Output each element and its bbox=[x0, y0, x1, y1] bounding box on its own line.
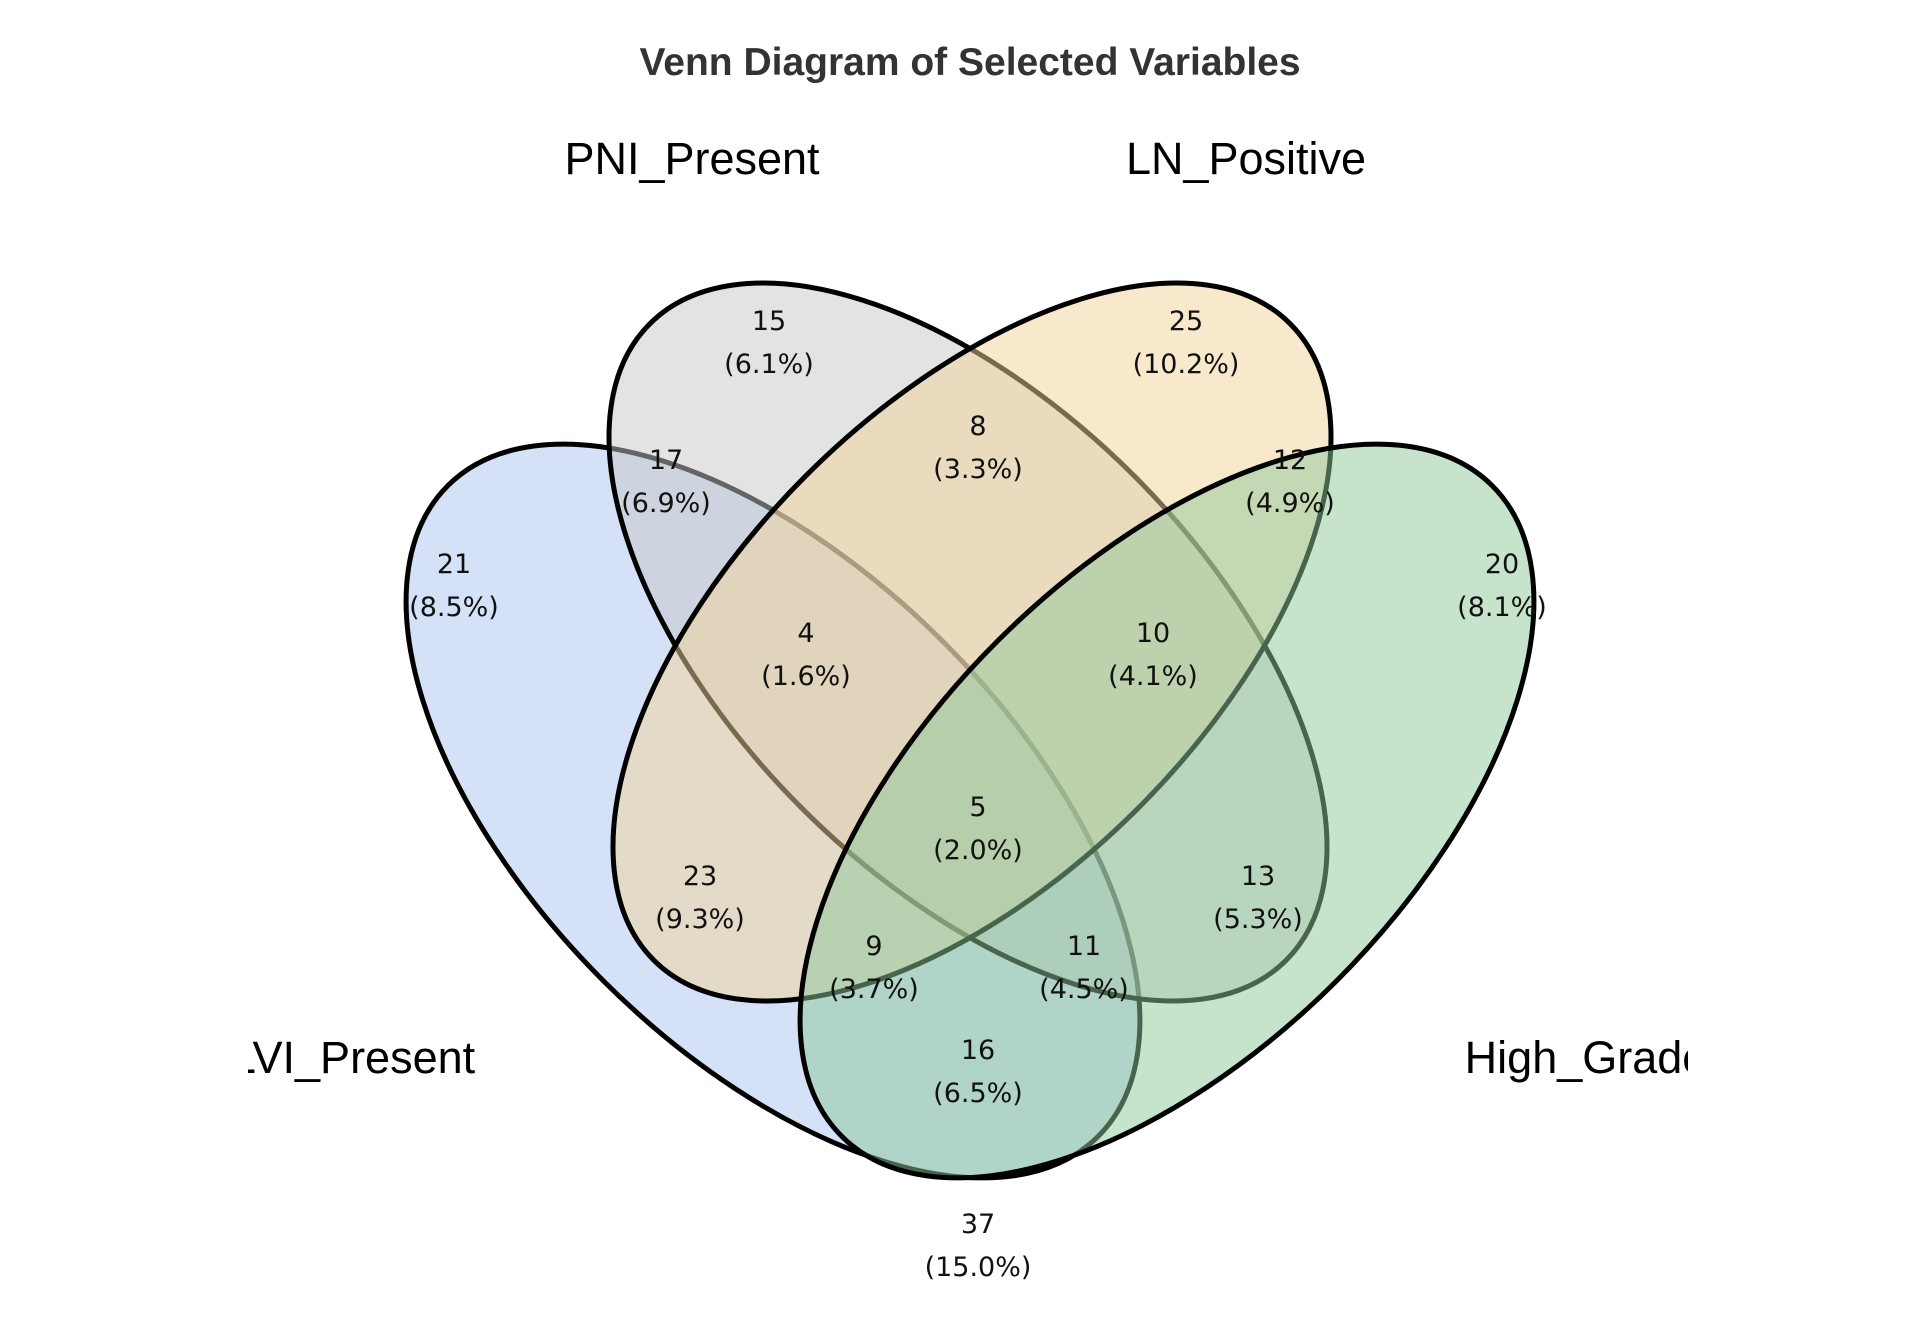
set-ellipses bbox=[403, 280, 1537, 1181]
region-percent-none: (15.0%) bbox=[925, 1252, 1032, 1283]
region-percent-abd: (4.5%) bbox=[1039, 974, 1129, 1005]
region-percent-c: (10.2%) bbox=[1133, 349, 1240, 380]
set-label-pni-present: PNI_Present bbox=[564, 133, 820, 184]
region-percent-cd: (4.9%) bbox=[1245, 488, 1335, 519]
region-count-acd: 9 bbox=[865, 931, 882, 962]
set-label-high-grade: High_Grade bbox=[1465, 1032, 1708, 1083]
region-count-a: 21 bbox=[437, 549, 471, 580]
diagram-title: Venn Diagram of Selected Variables bbox=[639, 41, 1300, 84]
region-count-ad: 16 bbox=[961, 1035, 995, 1066]
region-count-abcd: 5 bbox=[969, 792, 986, 823]
region-count-abc: 4 bbox=[797, 618, 814, 649]
region-percent-a: (8.5%) bbox=[409, 592, 499, 623]
set-label-lvi-present: LVI_Present bbox=[231, 1032, 476, 1083]
region-count-bd: 13 bbox=[1241, 861, 1275, 892]
region-percent-bd: (5.3%) bbox=[1213, 904, 1303, 935]
region-percent-abc: (1.6%) bbox=[761, 661, 851, 692]
region-percent-d: (8.1%) bbox=[1457, 592, 1547, 623]
region-percent-abcd: (2.0%) bbox=[933, 835, 1023, 866]
region-count-cd: 12 bbox=[1273, 445, 1307, 476]
region-percent-acd: (3.7%) bbox=[829, 974, 919, 1005]
region-percent-bc: (3.3%) bbox=[933, 454, 1023, 485]
set-label-ln-positive: LN_Positive bbox=[1126, 133, 1366, 184]
set-ellipse-high-grade bbox=[797, 441, 1537, 1181]
region-count-bc: 8 bbox=[969, 411, 986, 442]
region-count-none: 37 bbox=[961, 1209, 995, 1240]
region-count-c: 25 bbox=[1169, 306, 1203, 337]
region-labels: 21 (8.5%) 15 (6.1%) 25 (10.2%) 20 (8.1%) 17 (6.9%… bbox=[409, 306, 1547, 1283]
region-percent-ab: (6.9%) bbox=[621, 488, 711, 519]
region-count-ab: 17 bbox=[649, 445, 683, 476]
region-count-ac: 23 bbox=[683, 861, 717, 892]
region-count-bcd: 10 bbox=[1136, 618, 1170, 649]
region-count-b: 15 bbox=[752, 306, 786, 337]
region-count-abd: 11 bbox=[1067, 931, 1101, 962]
region-percent-b: (6.1%) bbox=[724, 349, 814, 380]
region-percent-ac: (9.3%) bbox=[655, 904, 745, 935]
region-percent-ad: (6.5%) bbox=[933, 1078, 1023, 1109]
region-count-d: 20 bbox=[1485, 549, 1519, 580]
region-percent-bcd: (4.1%) bbox=[1108, 661, 1198, 692]
